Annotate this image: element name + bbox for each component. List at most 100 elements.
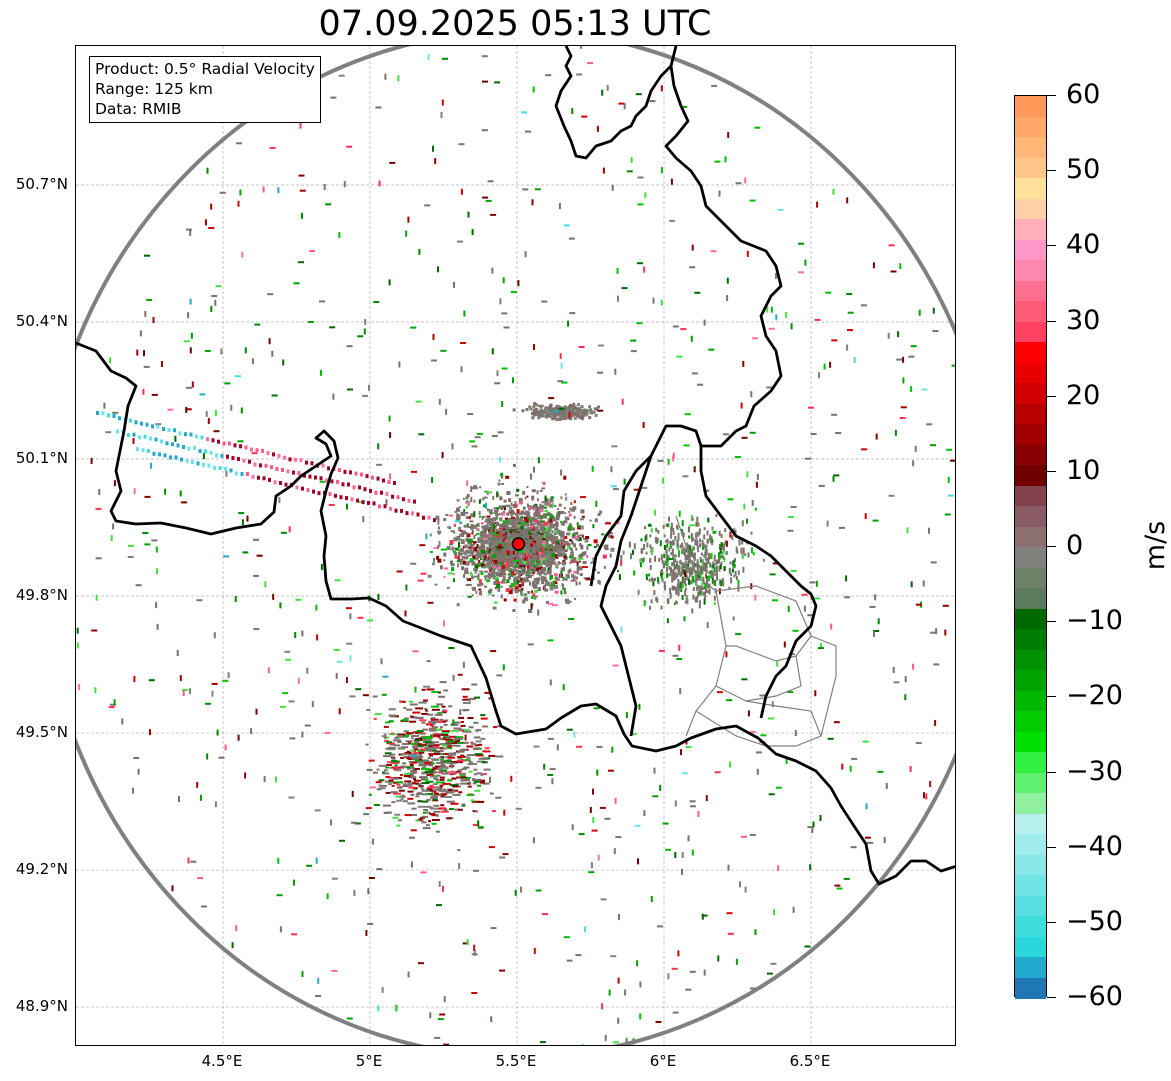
echo-pixel bbox=[156, 547, 158, 553]
echo-pixel bbox=[689, 266, 695, 268]
echo-pixel bbox=[746, 519, 748, 524]
echo-pixel bbox=[534, 596, 538, 598]
echo-pixel bbox=[470, 497, 472, 501]
echo-pixel bbox=[185, 407, 187, 413]
echo-pixel bbox=[382, 676, 388, 678]
echo-pixel bbox=[440, 753, 444, 755]
echo-pixel bbox=[649, 534, 651, 537]
echo-pixel bbox=[484, 769, 491, 771]
echo-pixel bbox=[659, 785, 661, 791]
echo-pixel bbox=[562, 584, 564, 590]
echo-pixel bbox=[946, 449, 952, 451]
echo-pixel bbox=[411, 755, 417, 757]
echo-pixel bbox=[580, 496, 586, 498]
echo-pixel bbox=[430, 551, 433, 553]
echo-pixel bbox=[540, 1041, 546, 1043]
echo-pixel bbox=[557, 512, 560, 516]
echo-pixel bbox=[508, 563, 512, 567]
echo-pixel bbox=[603, 168, 605, 174]
echo-pixel bbox=[349, 613, 351, 619]
echo-pixel bbox=[494, 507, 497, 509]
echo-pixel bbox=[443, 518, 446, 521]
echo-pixel bbox=[644, 526, 646, 529]
echo-pixel bbox=[742, 361, 744, 367]
echo-pixel bbox=[474, 576, 478, 578]
echo-pixel bbox=[391, 801, 395, 803]
echo-pixel bbox=[410, 327, 416, 329]
echo-pixel bbox=[109, 357, 111, 363]
echo-pixel bbox=[419, 758, 422, 760]
echo-pixel bbox=[644, 601, 646, 604]
echo-pixel bbox=[436, 831, 440, 833]
echo-pixel bbox=[788, 516, 794, 518]
echo-pixel bbox=[518, 573, 521, 575]
echo-pixel bbox=[662, 478, 664, 484]
echo-pixel bbox=[439, 541, 441, 547]
echo-pixel bbox=[458, 516, 461, 520]
echo-pixel bbox=[301, 732, 303, 738]
echo-pixel bbox=[552, 530, 554, 533]
echo-pixel bbox=[714, 602, 716, 605]
echo-pixel bbox=[577, 562, 579, 566]
echo-pixel bbox=[521, 591, 523, 595]
echo-pixel bbox=[363, 694, 369, 696]
echo-pixel bbox=[460, 559, 462, 565]
echo-pixel bbox=[408, 972, 410, 978]
echo-pixel bbox=[607, 85, 609, 91]
echo-pixel bbox=[389, 474, 391, 480]
echo-pixel bbox=[300, 123, 302, 129]
echo-pixel bbox=[715, 771, 721, 773]
echo-pixel bbox=[559, 203, 561, 209]
echo-pixel bbox=[406, 732, 414, 734]
echo-pixel bbox=[378, 594, 380, 600]
echo-pixel bbox=[630, 340, 636, 342]
echo-pixel bbox=[744, 178, 746, 184]
echo-pixel bbox=[483, 773, 487, 775]
echo-pixel bbox=[727, 912, 733, 914]
echo-pixel bbox=[506, 588, 510, 592]
echo-pixel bbox=[530, 408, 533, 411]
echo-pixel bbox=[392, 785, 395, 787]
echo-pixel bbox=[561, 363, 563, 369]
echo-pixel bbox=[720, 564, 722, 569]
radar-map-area[interactable] bbox=[75, 45, 956, 1046]
echo-pixel bbox=[513, 464, 516, 467]
echo-pixel bbox=[91, 458, 93, 464]
echo-pixel bbox=[200, 795, 202, 801]
echo-pixel bbox=[533, 86, 535, 92]
echo-pixel bbox=[555, 545, 559, 549]
echo-pixel bbox=[418, 806, 423, 808]
echo-pixel bbox=[934, 720, 936, 726]
echo-pixel bbox=[681, 567, 683, 570]
echo-pixel bbox=[671, 179, 673, 185]
echo-pixel bbox=[443, 620, 445, 626]
echo-pixel bbox=[655, 597, 657, 601]
echo-pixel bbox=[469, 761, 473, 763]
echo-pixel bbox=[623, 551, 625, 555]
echo-pixel bbox=[663, 525, 665, 529]
echo-pixel bbox=[404, 780, 411, 782]
echo-pixel bbox=[478, 573, 480, 577]
echo-pixel bbox=[867, 842, 873, 844]
echo-pixel bbox=[421, 777, 427, 779]
echo-pixel bbox=[708, 575, 710, 581]
echo-pixel bbox=[686, 595, 688, 600]
echo-pixel bbox=[457, 499, 460, 501]
echo-pixel bbox=[462, 768, 467, 770]
echo-pixel bbox=[531, 567, 534, 569]
echo-pixel bbox=[480, 591, 482, 594]
echo-pixel bbox=[501, 535, 503, 537]
echo-pixel bbox=[637, 858, 639, 864]
echo-pixel bbox=[848, 312, 854, 314]
echo-pixel bbox=[518, 528, 521, 530]
echo-pixel bbox=[923, 580, 925, 586]
echo-pixel bbox=[464, 544, 468, 548]
echo-pixel bbox=[692, 850, 694, 856]
echo-pixel bbox=[572, 408, 575, 411]
echo-pixel bbox=[528, 524, 530, 526]
echo-pixel bbox=[930, 444, 936, 446]
echo-pixel bbox=[484, 586, 487, 588]
echo-pixel bbox=[615, 798, 617, 804]
echo-pixel bbox=[594, 407, 597, 410]
echo-pixel bbox=[510, 529, 513, 532]
